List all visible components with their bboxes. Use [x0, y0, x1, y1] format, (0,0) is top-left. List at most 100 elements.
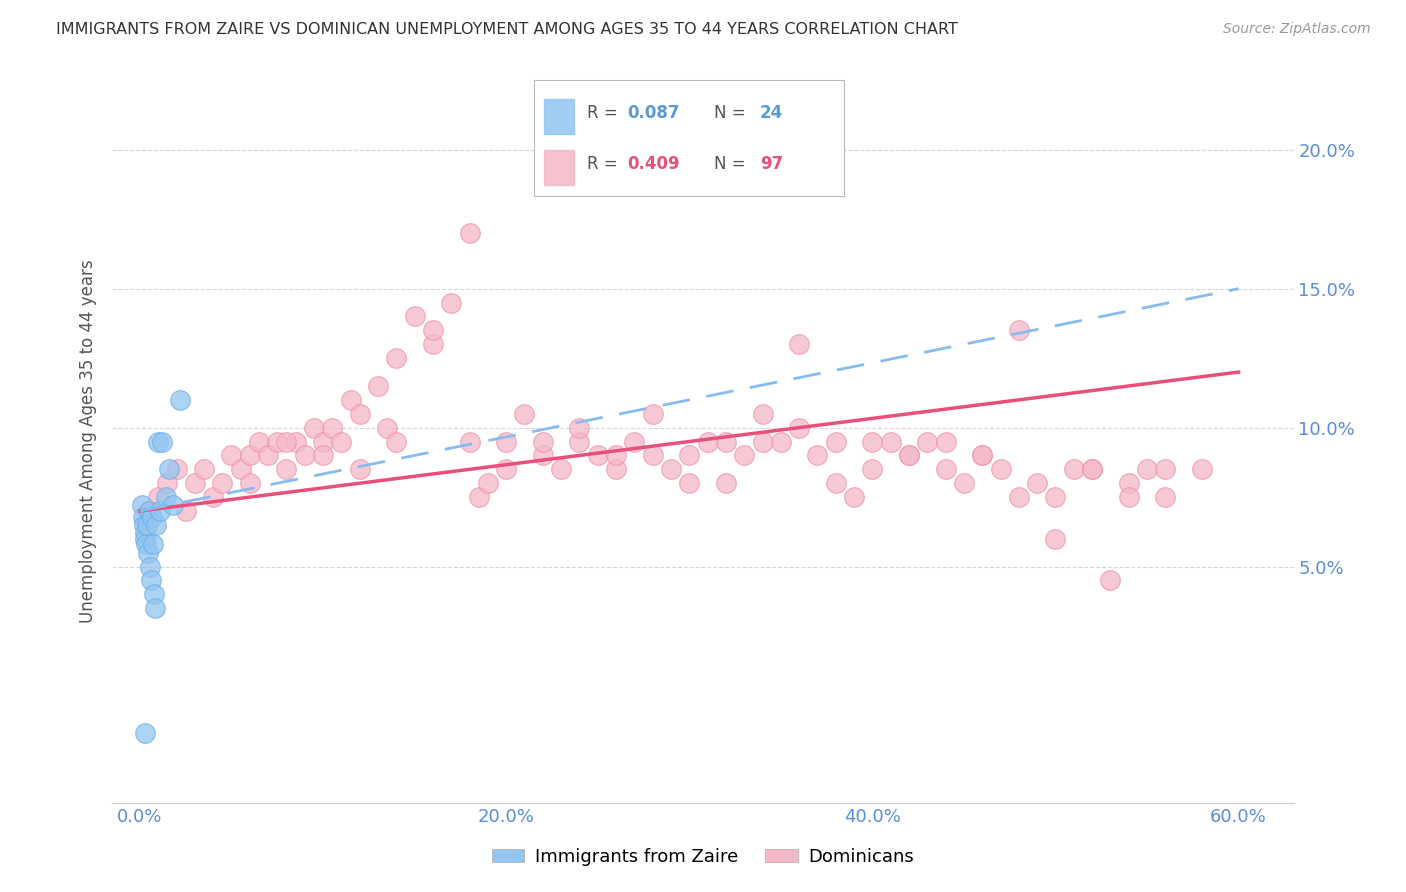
Point	[239, 449, 262, 463]
Point	[349, 407, 371, 421]
Point	[605, 449, 627, 463]
Point	[136, 546, 159, 560]
Text: 24: 24	[761, 103, 783, 121]
Point	[229, 462, 252, 476]
Point	[134, 532, 156, 546]
Point	[150, 434, 173, 449]
Point	[211, 476, 233, 491]
Point	[751, 434, 773, 449]
Point	[824, 434, 846, 449]
Point	[239, 476, 262, 491]
Point	[142, 537, 165, 551]
Point	[1154, 462, 1177, 476]
Point	[714, 476, 737, 491]
Point	[513, 407, 536, 421]
Point	[134, 726, 156, 740]
Point	[531, 434, 554, 449]
Point	[339, 392, 361, 407]
Point	[623, 434, 645, 449]
Point	[1008, 490, 1031, 504]
Point	[605, 462, 627, 476]
Point	[139, 559, 162, 574]
Point	[131, 499, 153, 513]
Point	[142, 587, 165, 601]
Point	[440, 295, 463, 310]
Point	[302, 420, 325, 434]
Point	[422, 337, 444, 351]
Point	[953, 476, 976, 491]
Point	[138, 504, 160, 518]
Point	[568, 420, 591, 434]
Point	[257, 449, 280, 463]
Point	[404, 310, 426, 324]
Point	[824, 476, 846, 491]
Point	[138, 504, 160, 518]
Point	[1154, 490, 1177, 504]
Point	[148, 490, 170, 504]
Point	[568, 434, 591, 449]
Text: R =: R =	[586, 103, 623, 121]
Point	[375, 420, 398, 434]
Point	[155, 490, 177, 504]
Point	[787, 337, 810, 351]
Point	[477, 476, 499, 491]
Point	[860, 462, 883, 476]
Text: R =: R =	[586, 155, 623, 173]
Point	[751, 407, 773, 421]
Point	[495, 462, 517, 476]
Point	[787, 420, 810, 434]
Point	[972, 449, 994, 463]
Text: IMMIGRANTS FROM ZAIRE VS DOMINICAN UNEMPLOYMENT AMONG AGES 35 TO 44 YEARS CORREL: IMMIGRANTS FROM ZAIRE VS DOMINICAN UNEMP…	[56, 22, 957, 37]
Point	[131, 509, 153, 524]
Point	[678, 476, 700, 491]
Point	[276, 462, 298, 476]
Point	[266, 434, 288, 449]
Point	[1008, 323, 1031, 337]
Point	[1118, 476, 1140, 491]
Text: N =: N =	[714, 155, 751, 173]
Text: 0.087: 0.087	[627, 103, 679, 121]
Point	[321, 420, 343, 434]
Point	[714, 434, 737, 449]
Point	[184, 476, 207, 491]
Point	[495, 434, 517, 449]
Point	[990, 462, 1012, 476]
Point	[385, 434, 408, 449]
Y-axis label: Unemployment Among Ages 35 to 44 years: Unemployment Among Ages 35 to 44 years	[79, 260, 97, 624]
Point	[134, 526, 156, 541]
Point	[284, 434, 307, 449]
Point	[312, 434, 335, 449]
Point	[1026, 476, 1049, 491]
Point	[367, 379, 389, 393]
Point	[312, 449, 335, 463]
Bar	[544, 150, 575, 185]
Point	[935, 462, 957, 476]
Point	[678, 449, 700, 463]
Point	[139, 574, 162, 588]
Point	[531, 449, 554, 463]
Point	[276, 434, 298, 449]
Point	[221, 449, 243, 463]
Point	[1063, 462, 1085, 476]
Text: N =: N =	[714, 103, 751, 121]
Point	[972, 449, 994, 463]
Point	[860, 434, 883, 449]
Point	[385, 351, 408, 366]
Point	[349, 462, 371, 476]
Point	[136, 517, 159, 532]
Point	[467, 490, 489, 504]
Point	[1118, 490, 1140, 504]
Point	[149, 504, 172, 518]
Point	[458, 226, 481, 240]
Point	[202, 490, 225, 504]
Text: 97: 97	[761, 155, 783, 173]
Point	[294, 449, 316, 463]
Point	[935, 434, 957, 449]
Legend: Immigrants from Zaire, Dominicans: Immigrants from Zaire, Dominicans	[485, 841, 921, 873]
Point	[141, 509, 163, 524]
Point	[641, 407, 664, 421]
Point	[1081, 462, 1104, 476]
Point	[422, 323, 444, 337]
Point	[174, 504, 197, 518]
Point	[586, 449, 609, 463]
